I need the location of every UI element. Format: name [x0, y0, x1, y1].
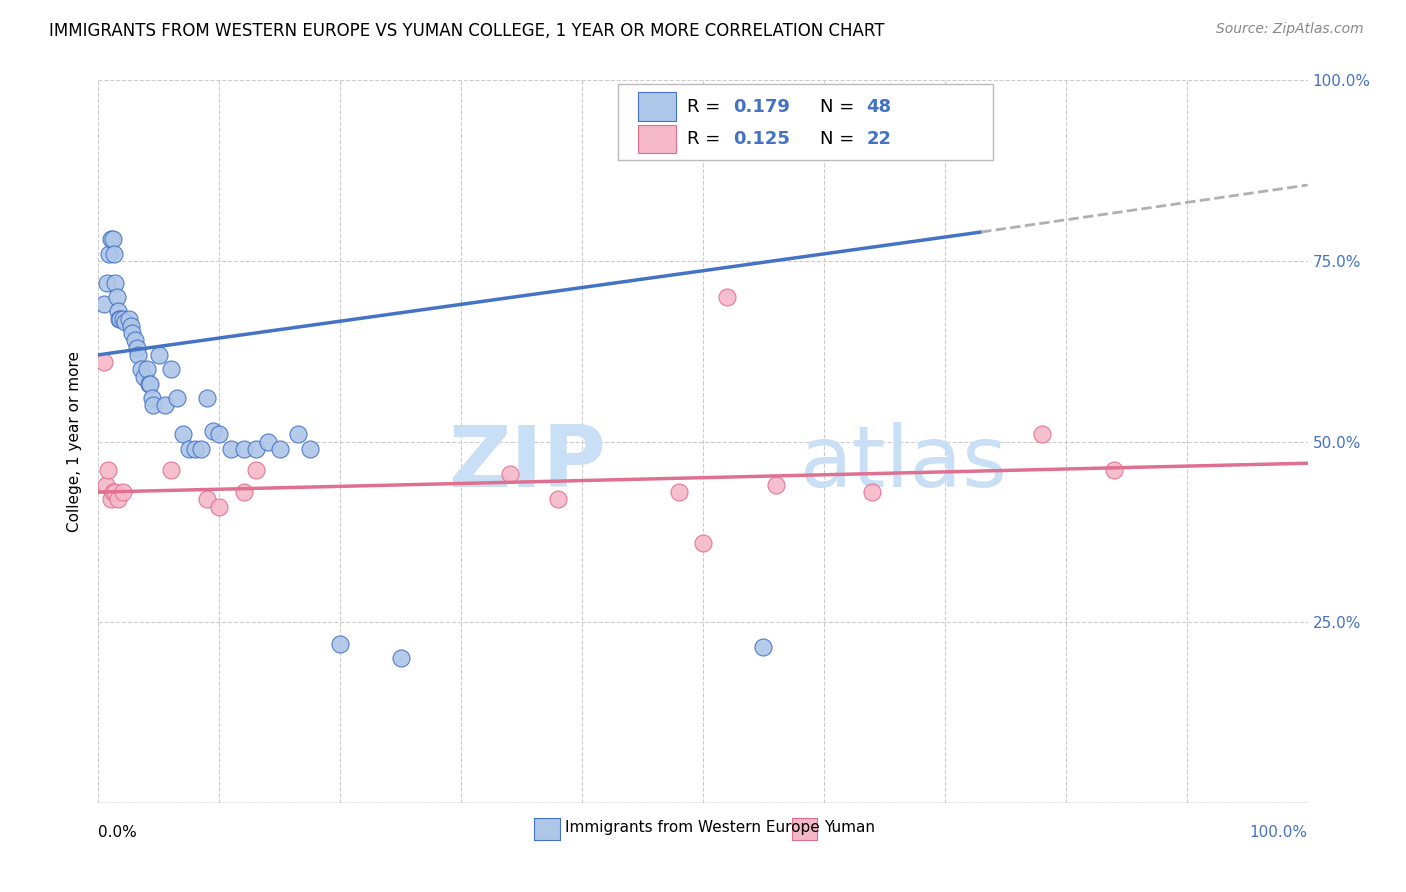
Text: ZIP: ZIP	[449, 422, 606, 505]
Point	[692, 535, 714, 549]
Point	[153, 398, 176, 412]
Text: R =: R =	[688, 130, 727, 148]
Point	[105, 290, 128, 304]
Point	[190, 442, 212, 456]
Text: 48: 48	[866, 98, 891, 116]
Text: IMMIGRANTS FROM WESTERN EUROPE VS YUMAN COLLEGE, 1 YEAR OR MORE CORRELATION CHAR: IMMIGRANTS FROM WESTERN EUROPE VS YUMAN …	[49, 22, 884, 40]
Point	[111, 485, 134, 500]
Point	[139, 376, 162, 391]
Point	[127, 341, 149, 355]
Point	[179, 442, 201, 456]
Point	[111, 311, 134, 326]
Point	[547, 492, 569, 507]
Point	[93, 355, 115, 369]
Text: 0.125: 0.125	[734, 130, 790, 148]
Point	[860, 485, 883, 500]
Point	[104, 276, 127, 290]
Text: 0.179: 0.179	[734, 98, 790, 116]
Point	[114, 315, 136, 329]
Y-axis label: College, 1 year or more: College, 1 year or more	[67, 351, 83, 532]
Text: Yuman: Yuman	[824, 821, 875, 835]
Point	[256, 434, 278, 449]
Point	[100, 232, 122, 246]
Point	[716, 290, 738, 304]
Text: Source: ZipAtlas.com: Source: ZipAtlas.com	[1216, 22, 1364, 37]
Text: N =: N =	[820, 130, 860, 148]
Point	[101, 485, 124, 500]
Point	[172, 427, 194, 442]
Text: 22: 22	[866, 130, 891, 148]
Point	[118, 311, 141, 326]
Point	[104, 485, 127, 500]
Point	[101, 232, 124, 246]
Point	[127, 348, 149, 362]
Point	[166, 391, 188, 405]
Point	[299, 442, 322, 456]
Text: N =: N =	[820, 98, 860, 116]
Point	[98, 246, 121, 260]
Point	[97, 463, 120, 477]
Point	[148, 348, 170, 362]
Point	[160, 463, 183, 477]
Point	[138, 376, 160, 391]
Point	[245, 442, 267, 456]
Point	[160, 362, 183, 376]
Point	[287, 427, 309, 442]
Point	[141, 391, 163, 405]
Point	[221, 442, 243, 456]
Point	[107, 304, 129, 318]
Text: atlas: atlas	[800, 422, 1008, 505]
FancyBboxPatch shape	[638, 92, 676, 121]
Point	[1031, 427, 1053, 442]
Point	[134, 369, 156, 384]
Point	[103, 246, 125, 260]
Point	[135, 362, 157, 376]
Point	[202, 424, 225, 438]
Text: Immigrants from Western Europe: Immigrants from Western Europe	[565, 821, 820, 835]
FancyBboxPatch shape	[619, 84, 993, 160]
Point	[195, 391, 218, 405]
Point	[107, 492, 129, 507]
Point	[129, 362, 152, 376]
Point	[232, 442, 254, 456]
Point	[184, 442, 207, 456]
FancyBboxPatch shape	[638, 125, 676, 153]
Point	[498, 467, 520, 481]
Point	[195, 492, 218, 507]
Point	[96, 276, 118, 290]
Point	[329, 637, 352, 651]
Point	[208, 500, 231, 514]
Point	[100, 492, 122, 507]
Point	[120, 318, 142, 333]
Point	[389, 651, 412, 665]
Point	[765, 478, 787, 492]
Point	[108, 311, 131, 326]
Point	[94, 478, 117, 492]
Text: R =: R =	[688, 98, 727, 116]
Point	[232, 485, 254, 500]
Point	[124, 334, 146, 348]
Text: 100.0%: 100.0%	[1250, 825, 1308, 840]
Point	[245, 463, 267, 477]
Point	[668, 485, 690, 500]
Point	[269, 442, 291, 456]
Point	[208, 427, 231, 442]
Text: 0.0%: 0.0%	[98, 825, 138, 840]
Point	[142, 398, 165, 412]
Point	[108, 311, 131, 326]
Point	[752, 640, 775, 655]
Point	[692, 131, 714, 145]
Point	[93, 297, 115, 311]
Point	[121, 326, 143, 340]
Point	[1102, 463, 1125, 477]
